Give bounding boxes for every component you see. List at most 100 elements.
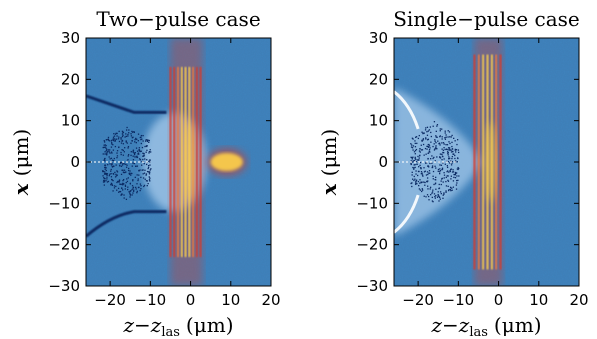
electron-point (131, 172, 133, 175)
electron-point (117, 187, 120, 190)
electron-point (440, 183, 442, 186)
electron-point (110, 151, 113, 153)
electron-point (452, 180, 455, 182)
electron-point (111, 142, 113, 144)
electron-point (149, 180, 151, 182)
electron-point (143, 184, 146, 187)
electron-point (120, 193, 123, 195)
electron-point (454, 140, 456, 142)
electron-point (454, 171, 457, 174)
electron-point (415, 173, 417, 175)
electron-point (421, 188, 423, 190)
electron-point (132, 136, 134, 138)
electron-point (148, 170, 150, 173)
electron-point (447, 130, 449, 132)
y-axis-label: x (μm) (317, 129, 341, 196)
electron-point (107, 164, 109, 166)
electron-point (439, 169, 442, 172)
electron-point (427, 145, 429, 148)
electron-point (446, 165, 449, 167)
electron-point (420, 181, 422, 183)
electron-point (115, 173, 117, 176)
electron-point (112, 190, 114, 192)
electron-point (412, 138, 414, 140)
electron-point (136, 192, 138, 194)
electron-point (439, 172, 441, 175)
electron-point (103, 144, 105, 146)
electron-point (447, 149, 449, 151)
electron-point (125, 198, 128, 201)
electron-point (114, 133, 117, 135)
electron-point (428, 148, 431, 151)
electron-point (105, 144, 107, 147)
electron-point (103, 179, 105, 182)
electron-point (435, 194, 437, 197)
electron-point (414, 140, 416, 142)
electron-point (444, 163, 446, 165)
panel-single-pulse: −20 −10 0 10 20 −30 −20 −10 0 10 20 30 Single−pulse … (317, 7, 589, 339)
electron-point (121, 149, 123, 151)
y-axis-label: x (μm) (9, 129, 33, 196)
electron-point (425, 127, 427, 129)
electron-point (106, 173, 109, 175)
x-tick-label: 20 (569, 291, 588, 309)
electron-point (413, 167, 415, 169)
electron-point (429, 188, 431, 190)
electron-point (102, 170, 104, 172)
electron-point (427, 139, 429, 141)
electron-point (123, 197, 125, 199)
electron-point (125, 141, 127, 143)
electron-point (144, 169, 146, 171)
electron-point (114, 139, 117, 141)
electron-point (436, 196, 439, 198)
electron-point (107, 150, 109, 152)
electron-point (112, 144, 114, 146)
electron-point (129, 170, 131, 172)
electron-point (414, 156, 416, 159)
electron-point (418, 184, 420, 187)
electron-point (122, 163, 124, 165)
electron-point (456, 175, 458, 177)
electron-point (143, 154, 145, 156)
electron-point (105, 172, 107, 175)
electron-point (450, 136, 452, 138)
electron-point (138, 186, 140, 189)
electron-point (110, 184, 112, 186)
electron-point (443, 174, 446, 176)
electron-point (113, 135, 116, 137)
electron-point (137, 153, 139, 155)
electron-point (447, 147, 450, 149)
laser-stripe (173, 66, 176, 258)
electron-point (106, 148, 108, 151)
electron-point (434, 195, 436, 198)
electron-point (420, 173, 423, 175)
laser-stripe (195, 66, 198, 258)
x-axis-label-sub: las (469, 325, 488, 339)
electron-point (129, 194, 132, 196)
electron-point (450, 149, 452, 151)
electron-point (145, 173, 148, 175)
electron-point (428, 166, 430, 168)
electron-point (130, 151, 132, 153)
electron-point (421, 149, 424, 151)
electron-point (415, 158, 417, 161)
electron-point (456, 182, 458, 184)
electron-point (438, 187, 440, 190)
electron-point (134, 176, 136, 179)
electron-point (445, 176, 447, 179)
electron-point (120, 173, 123, 176)
electron-point (418, 150, 421, 152)
x-axis-label-unit: (μm) (494, 313, 542, 337)
electron-point (449, 136, 451, 138)
y-tick-label: −30 (48, 277, 80, 295)
electron-point (122, 179, 124, 182)
electron-point (432, 175, 434, 177)
laser-stripe (169, 66, 172, 258)
electron-point (435, 135, 437, 137)
electron-point (452, 153, 454, 155)
electron-point (414, 149, 417, 152)
electron-point (109, 173, 111, 175)
electron-point (429, 151, 431, 153)
electron-point (133, 152, 136, 154)
electron-point (143, 155, 145, 157)
